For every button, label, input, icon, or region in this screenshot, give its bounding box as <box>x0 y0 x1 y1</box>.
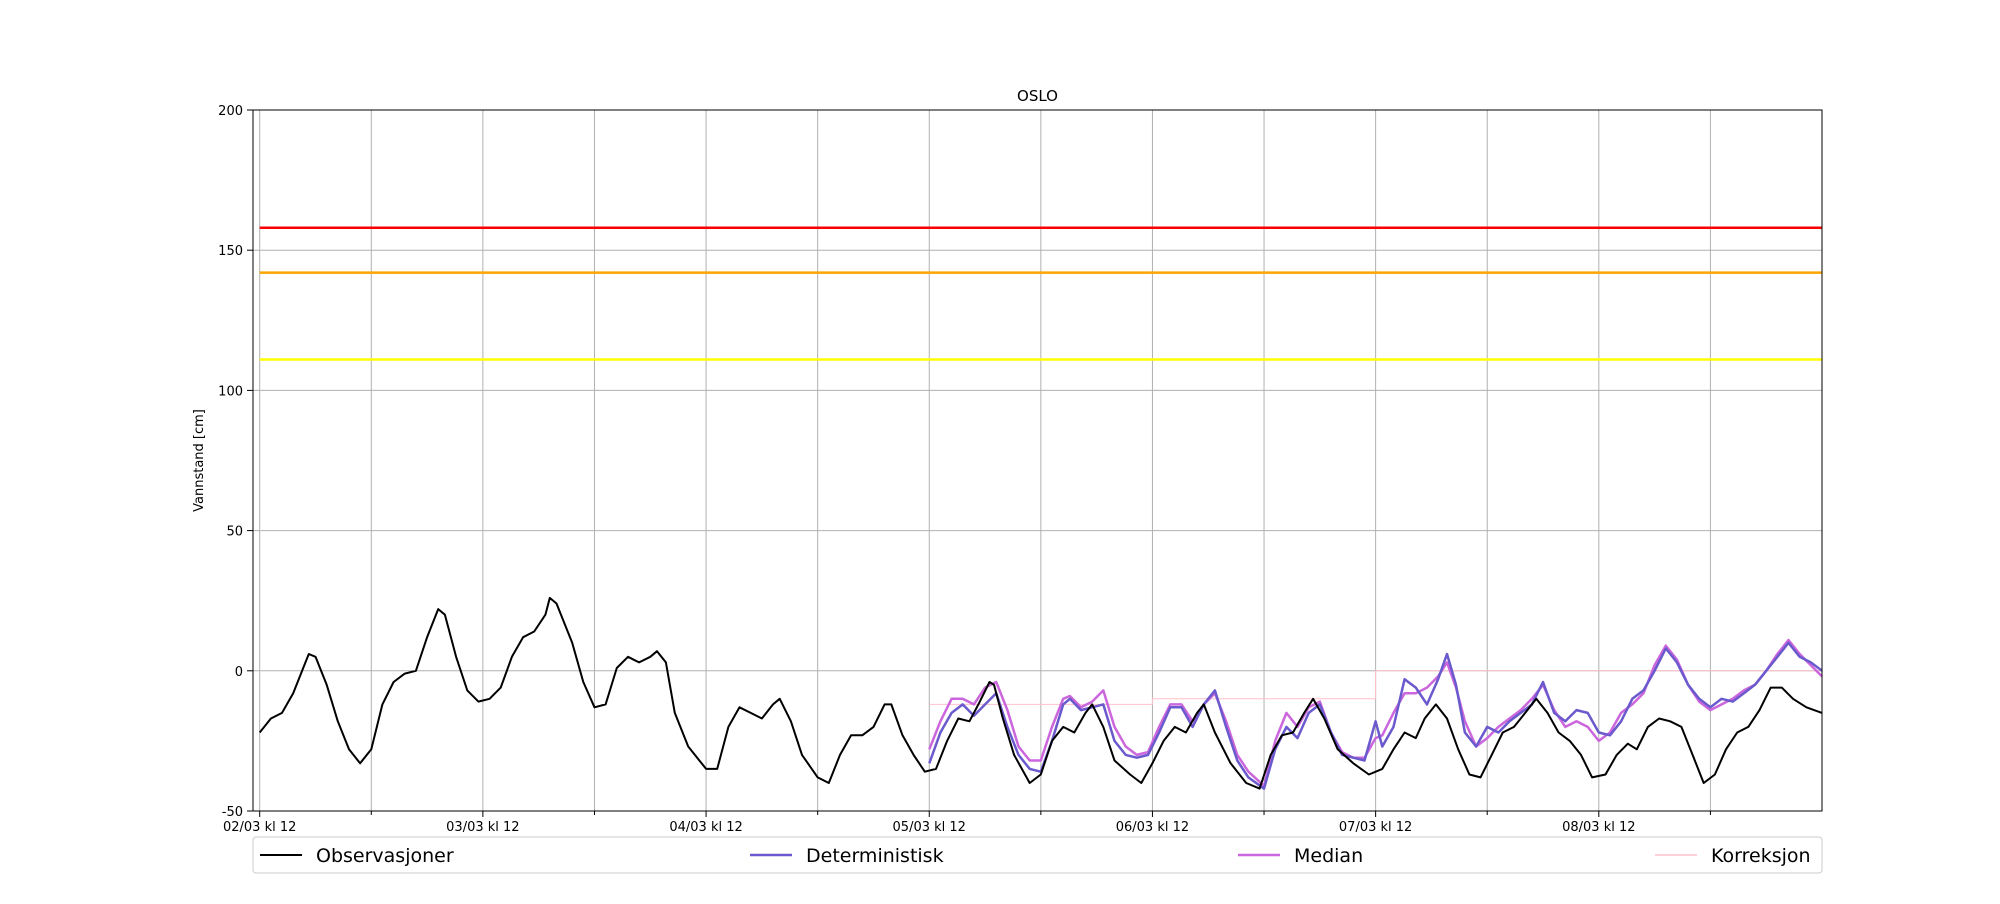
y-tick-label: 200 <box>218 104 243 119</box>
x-tick-label: 05/03 kl 12 <box>893 820 966 835</box>
y-axis-ticks: -50 0 50 100 150 200 <box>218 104 253 820</box>
x-tick-label: 08/03 kl 12 <box>1562 820 1635 835</box>
threshold-lines <box>259 226 1822 361</box>
y-tick-label: -50 <box>222 805 243 820</box>
legend-box <box>252 836 1823 874</box>
x-tick-label: 07/03 kl 12 <box>1339 820 1412 835</box>
legend-label: Korreksjon <box>1711 845 1811 867</box>
legend: Observasjoner Deterministisk Median Korreks… <box>252 836 1823 874</box>
x-tick-label: 06/03 kl 12 <box>1116 820 1189 835</box>
y-tick-label: 100 <box>218 384 243 399</box>
series-line-deterministisk <box>928 641 1823 790</box>
x-tick-label: 02/03 kl 12 <box>223 820 296 835</box>
x-axis-ticks: 02/03 kl 12 03/03 kl 12 04/03 kl 12 05/03 k… <box>223 811 1711 835</box>
legend-label: Deterministisk <box>806 845 944 867</box>
chart-title: OSLO <box>1017 87 1058 105</box>
y-tick-label: 0 <box>235 665 243 680</box>
y-axis-label: Vannstand [cm] <box>192 409 207 512</box>
legend-label: Observasjoner <box>316 845 454 867</box>
x-tick-label: 03/03 kl 12 <box>446 820 519 835</box>
series-line-observasjoner <box>258 596 1823 790</box>
plot-frame <box>252 109 1823 812</box>
x-tick-label: 04/03 kl 12 <box>669 820 742 835</box>
series-lines <box>258 596 1823 790</box>
y-tick-label: 50 <box>226 525 243 540</box>
y-tick-label: 150 <box>218 244 243 259</box>
legend-label: Median <box>1294 845 1363 867</box>
